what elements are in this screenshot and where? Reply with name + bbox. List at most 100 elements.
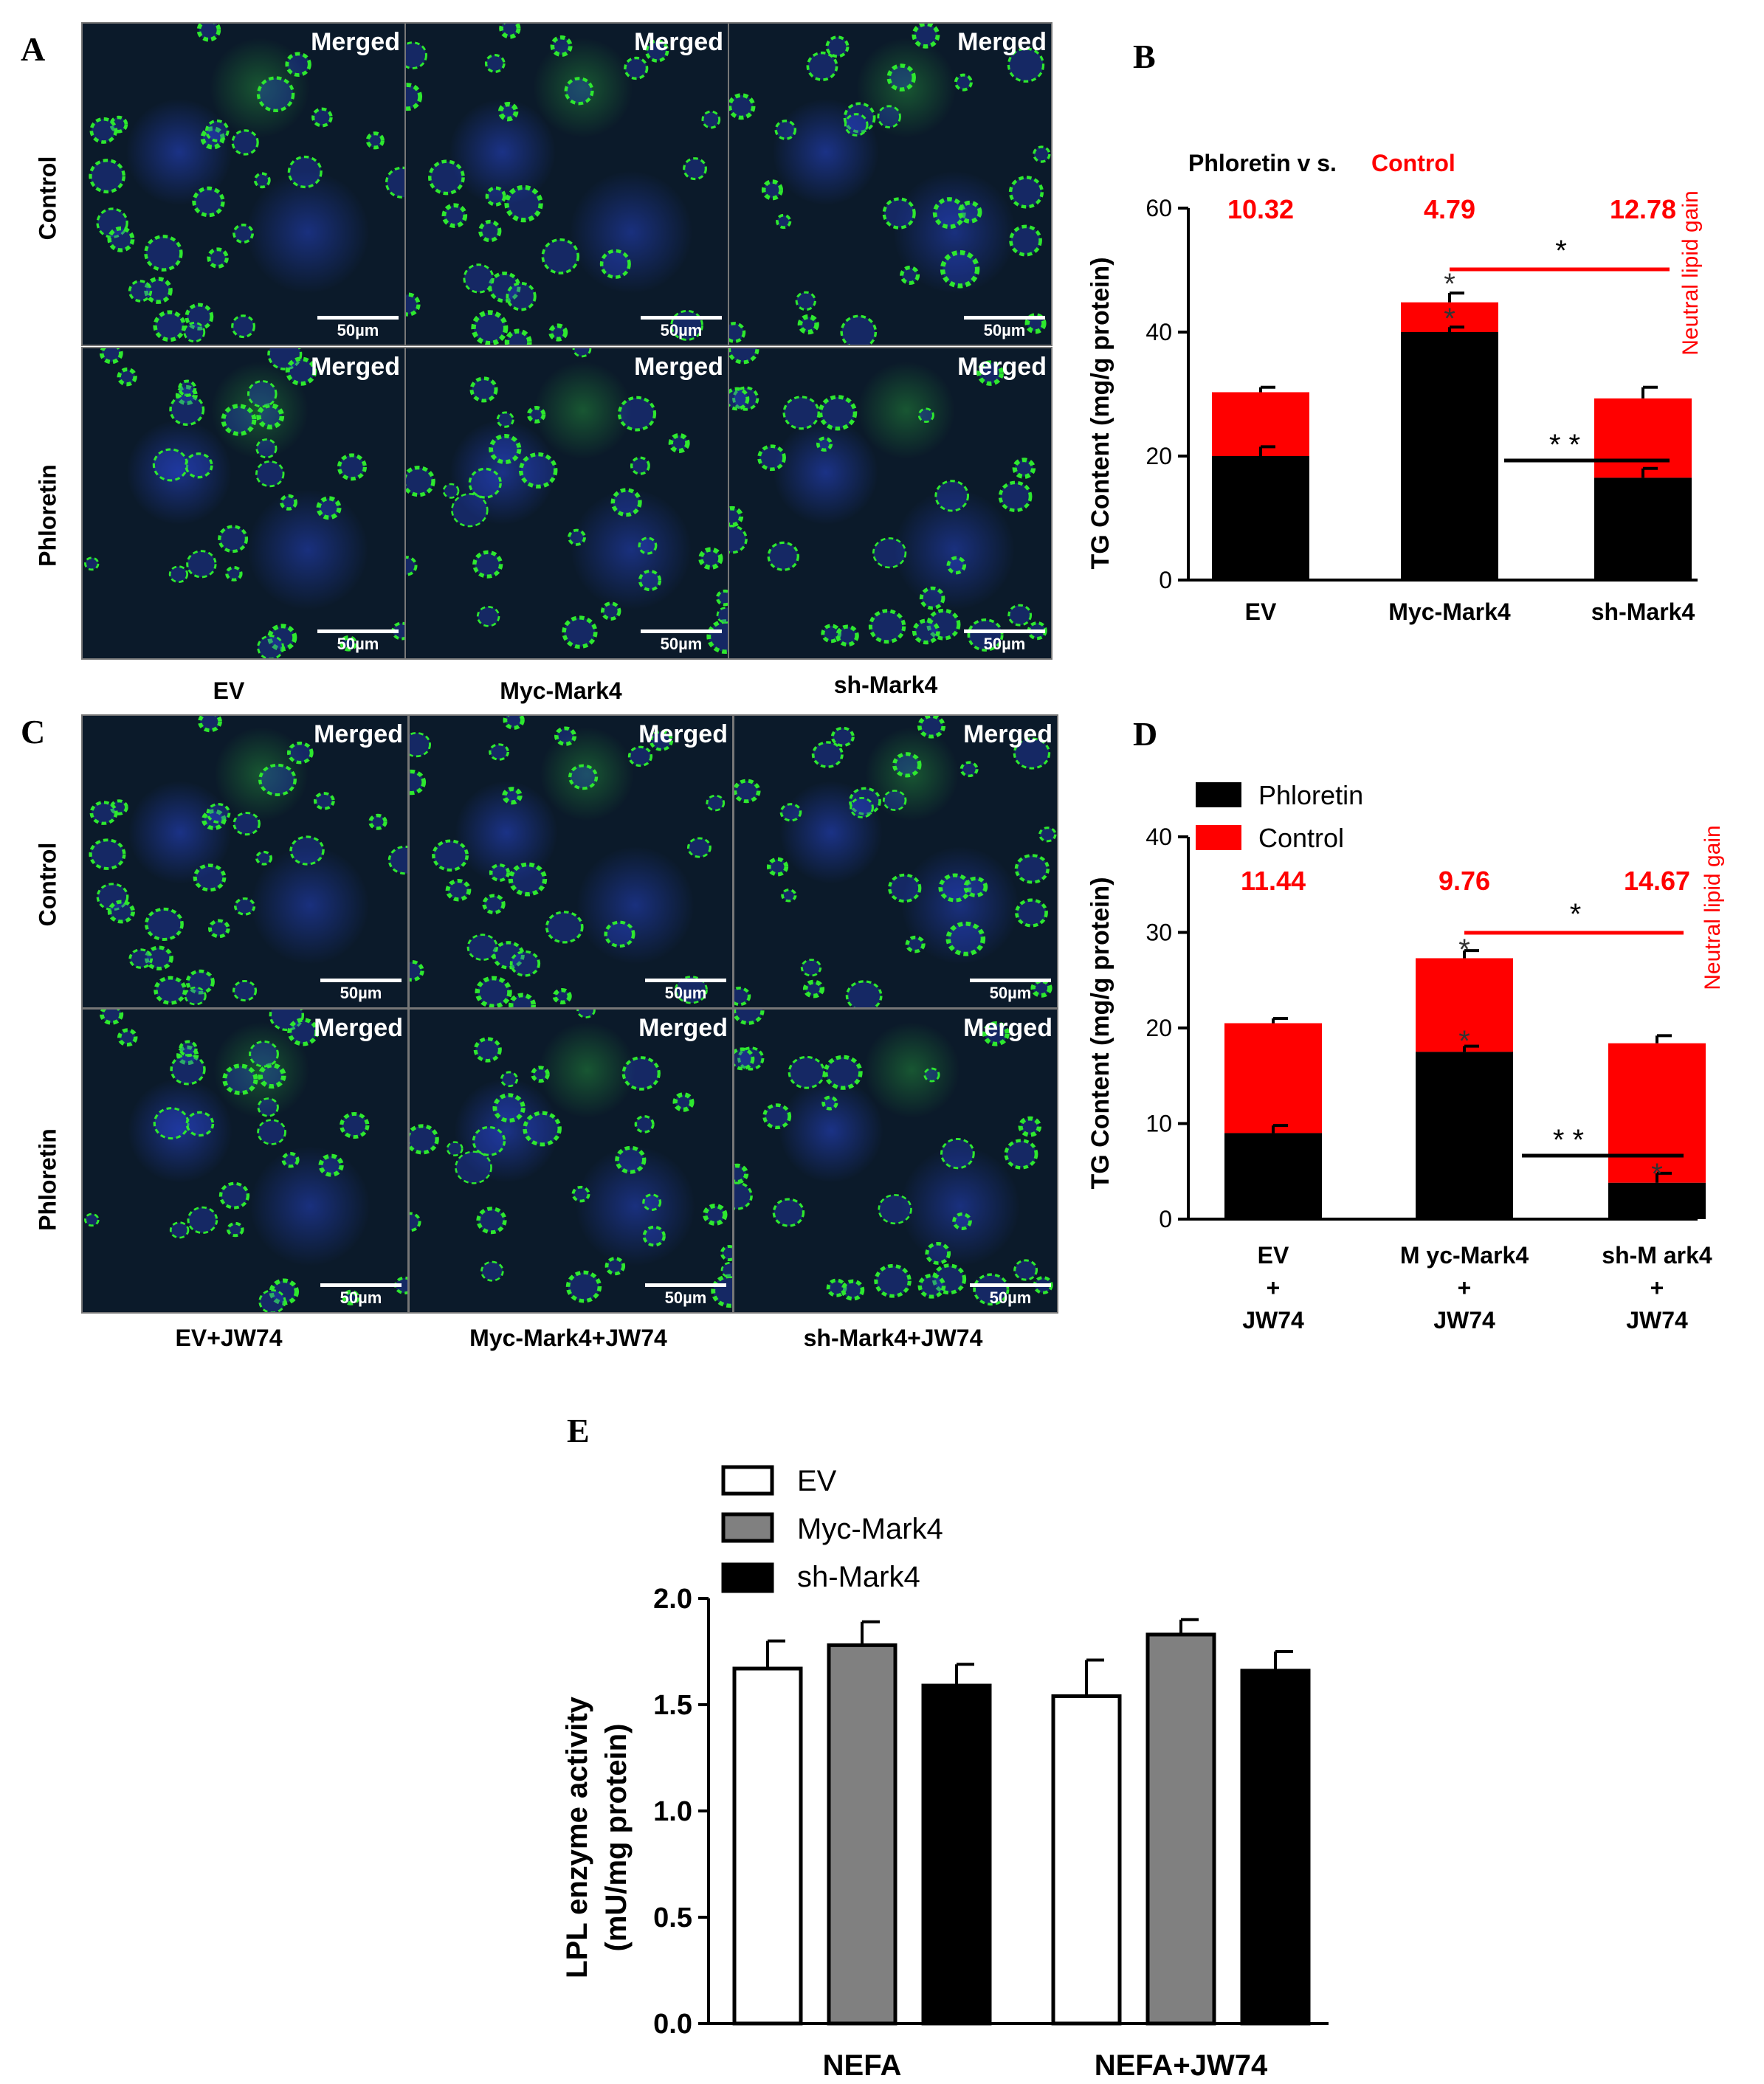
y-tick-label: 1.0 [653,1796,692,1827]
merged-label: Merged [638,1014,728,1042]
cell-texture [410,716,726,1007]
panel-letter-c: C [21,713,46,751]
scale-bar-label: 50µm [989,984,1032,1002]
x-tick-label: Myc-Mark4 [1388,598,1511,625]
scale-bar: 50µm [641,629,722,654]
y-tick-label: 0 [1159,1206,1172,1232]
x-tick-label: NEFA [823,2049,902,2082]
scale-bar-label: 50µm [989,1288,1032,1307]
col-label-myc-mark4: Myc-Mark4 [500,677,622,704]
row-label-control-a: Control [34,156,61,241]
merged-label: Merged [634,28,723,56]
y-tick-label: 0.5 [653,1902,692,1933]
scale-bar: 50µm [645,979,726,1003]
significance-star: * [1651,1158,1663,1190]
gain-label: 12.78 [1610,194,1676,224]
bar-phloretin [1608,1182,1706,1219]
scale-bar-label: 50µm [337,321,379,339]
chart-b-right-label: Neutral lipid gain [1678,190,1703,355]
a-micrograph-3: Merged 50µm [728,22,1052,346]
c-micrograph-3: Merged 50µm [733,714,1058,1009]
c-micrograph-5: Merged 50µm [408,1008,734,1314]
c-micrograph-1: Merged 50µm [81,714,409,1009]
scale-bar-label: 50µm [660,635,703,653]
scale-bar: 50µm [964,629,1045,654]
col-label-myc-mark4-jw74: Myc-Mark4+JW74 [469,1325,667,1351]
bar-sh-mark4 [1240,1669,1311,2026]
merged-label: Merged [311,28,400,56]
x-tick-label: JW74 [1626,1307,1688,1333]
bar-phloretin [1416,1052,1513,1219]
cell-texture [84,348,404,658]
significance-star: * [1458,934,1470,966]
bar-ev [732,1666,803,2026]
y-tick-label: 2.0 [653,1584,692,1615]
chart-e: EV Myc-Mark4 sh-Mark4 LPL enzyme activit… [561,1465,1329,2082]
chart-b-ylabel: TG Content (mg/g protein) [1086,257,1114,569]
chart-e-ylabel-line2: (mU/mg protein) [600,1724,633,1952]
row-label-phloretin-a: Phloretin [34,464,61,567]
x-tick-label: JW74 [1242,1307,1304,1333]
cell-texture [406,348,728,654]
bar-phloretin [1212,456,1309,580]
y-tick-label: 60 [1145,195,1172,221]
cell-texture [734,1010,1053,1306]
col-label-ev-jw74: EV+JW74 [175,1325,283,1351]
a-micrograph-1: Merged 50µm [81,22,406,346]
merged-label: Merged [311,353,400,381]
cell-texture [406,24,721,345]
scale-bar-label: 50µm [340,1288,382,1307]
scale-bar-label: 50µm [340,984,382,1002]
scale-bar: 50µm [317,316,399,340]
bar-myc-mark4 [1145,1632,1216,2026]
scale-bar-label: 50µm [337,635,379,653]
chart-d-legend-swatch-control [1196,825,1241,850]
chart-e-legend-ev: EV [797,1465,837,1497]
merged-label: Merged [963,1014,1052,1042]
panel-letter-b: B [1133,38,1156,75]
scale-bar-label: 50µm [664,1288,707,1307]
scale-bar: 50µm [641,316,722,340]
gain-label: 4.79 [1424,194,1475,224]
merged-label: Merged [638,720,728,748]
merged-label: Merged [314,720,403,748]
chart-e-legend-sh: sh-Mark4 [797,1561,920,1593]
scale-bar: 50µm [320,1283,402,1308]
panel-letter-a: A [21,30,46,68]
c-micrograph-2: Merged 50µm [408,714,734,1009]
bar-ev [1051,1694,1122,2026]
gain-label: 14.67 [1624,866,1690,896]
col-label-sh-mark4: sh-Mark4 [833,672,938,698]
significance-star: * [1444,303,1455,335]
y-tick-label: 40 [1145,824,1172,850]
significance-star: * [1555,235,1567,267]
row-label-control-c: Control [34,842,61,927]
y-tick-label: 0 [1159,567,1172,593]
row-label-phloretin-c: Phloretin [34,1128,61,1231]
a-micrograph-5: Merged 50µm [404,347,729,660]
bar-control [1608,1043,1706,1183]
bar-phloretin [1401,332,1498,580]
gain-label: 11.44 [1241,866,1306,896]
cell-texture [84,1010,407,1312]
x-tick-label: EV [1258,1242,1289,1269]
significance-star: * [1570,898,1582,931]
bar-control [1224,1023,1322,1134]
merged-label: Merged [634,353,723,381]
cell-texture [89,716,407,1006]
y-tick-label: 20 [1145,1015,1172,1041]
x-tick-label: sh-Mark4 [1591,598,1695,625]
y-tick-label: 10 [1145,1111,1172,1137]
chart-b: Phloretin v s. Control TG Content (mg/g … [1086,150,1703,625]
scale-bar: 50µm [964,316,1045,340]
x-tick-label: sh-M ark4 [1602,1242,1712,1269]
bar-sh-mark4 [921,1683,992,2026]
x-tick-label: M yc-Mark4 [1400,1242,1529,1269]
gain-label: 9.76 [1439,866,1490,896]
scale-bar: 50µm [970,1283,1051,1308]
significance-star: * * [1553,1124,1584,1156]
cell-texture [410,1010,732,1308]
x-tick-label: NEFA+JW74 [1095,2049,1268,2082]
chart-e-legend-swatch-sh [721,1562,774,1593]
x-tick-label: + [1650,1274,1664,1301]
